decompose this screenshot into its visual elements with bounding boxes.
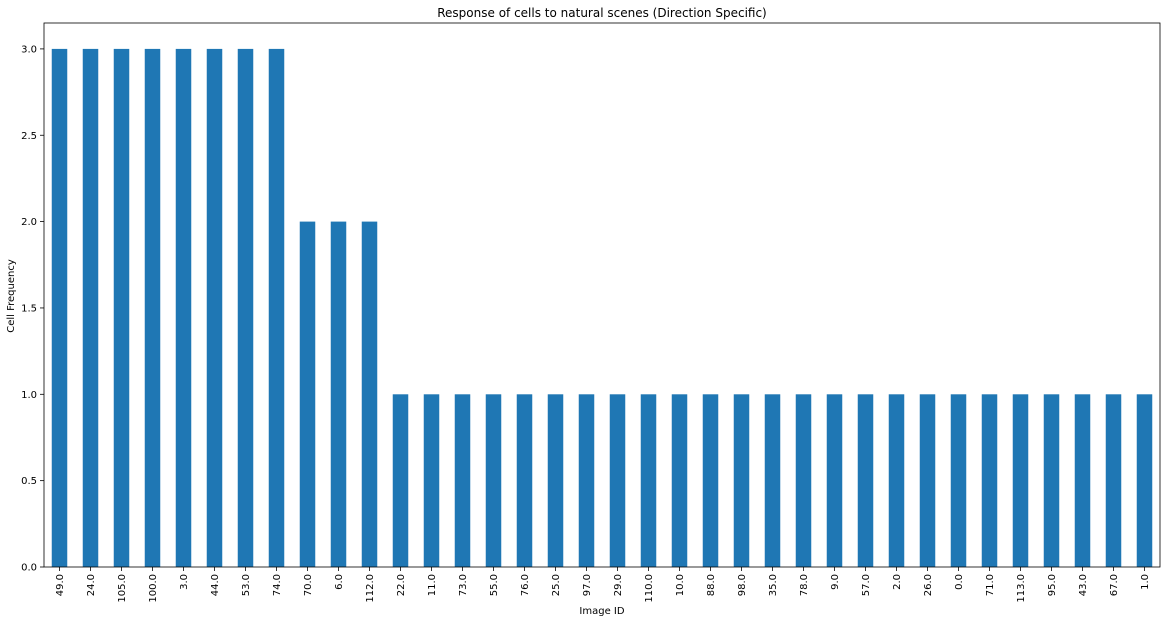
bar: [361, 221, 378, 567]
x-tick-label: 24.0: [86, 574, 97, 596]
x-tick-label: 67.0: [1109, 574, 1120, 596]
y-tick-label: 2.5: [21, 131, 37, 142]
x-tick-label: 0.0: [954, 574, 965, 590]
bar: [547, 394, 564, 567]
x-tick-label: 9.0: [830, 574, 841, 590]
x-tick-label: 11.0: [427, 574, 438, 596]
y-tick-label: 1.0: [21, 390, 37, 401]
bar: [671, 394, 688, 567]
x-axis: 49.0 24.0 105.0 100.0 3.0 44.0 53.0 74.0 70.0 6.0…: [55, 567, 1151, 603]
bar: [1136, 394, 1153, 567]
bar: [702, 394, 719, 567]
x-tick-label: 22.0: [396, 574, 407, 596]
bar: [826, 394, 843, 567]
bar: [1043, 394, 1060, 567]
bar: [175, 48, 192, 567]
bar: [950, 394, 967, 567]
bar: [640, 394, 657, 567]
y-axis: 0.0 0.5 1.0 1.5 2.0 2.5 3.0: [21, 44, 44, 574]
bar: [609, 394, 626, 567]
x-tick-label: 35.0: [768, 574, 779, 596]
x-tick-label: 100.0: [148, 574, 159, 603]
x-tick-label: 71.0: [985, 574, 996, 596]
bar: [1074, 394, 1091, 567]
bar: [1105, 394, 1122, 567]
bars-group: [51, 48, 1153, 567]
bar: [764, 394, 781, 567]
chart-title: Response of cells to natural scenes (Dir…: [437, 6, 767, 20]
bar: [888, 394, 905, 567]
x-tick-label: 88.0: [706, 574, 717, 596]
bar: [51, 48, 68, 567]
x-tick-label: 70.0: [303, 574, 314, 596]
x-tick-label: 3.0: [179, 574, 190, 590]
x-tick-label: 112.0: [365, 574, 376, 603]
x-tick-label: 95.0: [1047, 574, 1058, 596]
x-tick-label: 110.0: [644, 574, 655, 603]
bar: [237, 48, 254, 567]
bar: [578, 394, 595, 567]
bar: [423, 394, 440, 567]
bar: [299, 221, 316, 567]
x-tick-label: 73.0: [458, 574, 469, 596]
bar: [268, 48, 285, 567]
x-tick-label: 49.0: [55, 574, 66, 596]
x-tick-label: 29.0: [613, 574, 624, 596]
bar: [113, 48, 130, 567]
bar: [1012, 394, 1029, 567]
x-tick-label: 1.0: [1140, 574, 1151, 590]
bar: [454, 394, 471, 567]
x-tick-label: 44.0: [210, 574, 221, 596]
x-tick-label: 57.0: [861, 574, 872, 596]
x-tick-label: 43.0: [1078, 574, 1089, 596]
x-tick-label: 78.0: [799, 574, 810, 596]
plot-frame: [43, 22, 1161, 568]
bar: [82, 48, 99, 567]
x-tick-label: 25.0: [551, 574, 562, 596]
bar: [733, 394, 750, 567]
y-tick-label: 3.0: [21, 44, 37, 55]
y-tick-label: 1.5: [21, 303, 37, 314]
x-tick-label: 53.0: [241, 574, 252, 596]
x-tick-label: 97.0: [582, 574, 593, 596]
x-tick-label: 10.0: [675, 574, 686, 596]
x-tick-label: 55.0: [489, 574, 500, 596]
bar: [330, 221, 347, 567]
x-tick-label: 6.0: [334, 574, 345, 590]
bar: [206, 48, 223, 567]
y-axis-label: Cell Frequency: [6, 259, 17, 333]
y-tick-label: 2.0: [21, 217, 37, 228]
x-tick-label: 74.0: [272, 574, 283, 596]
bar: [857, 394, 874, 567]
x-tick-label: 113.0: [1016, 574, 1027, 603]
bar: [144, 48, 161, 567]
bar: [516, 394, 533, 567]
x-tick-label: 76.0: [520, 574, 531, 596]
x-tick-label: 98.0: [737, 574, 748, 596]
x-tick-label: 105.0: [117, 574, 128, 603]
y-tick-label: 0.0: [21, 563, 37, 574]
x-axis-label: Image ID: [579, 606, 624, 617]
bar: [795, 394, 812, 567]
bar: [919, 394, 936, 567]
bar: [392, 394, 409, 567]
bar: [485, 394, 502, 567]
bar: [981, 394, 998, 567]
y-tick-label: 0.5: [21, 476, 37, 487]
x-tick-label: 2.0: [892, 574, 903, 590]
x-tick-label: 26.0: [923, 574, 934, 596]
